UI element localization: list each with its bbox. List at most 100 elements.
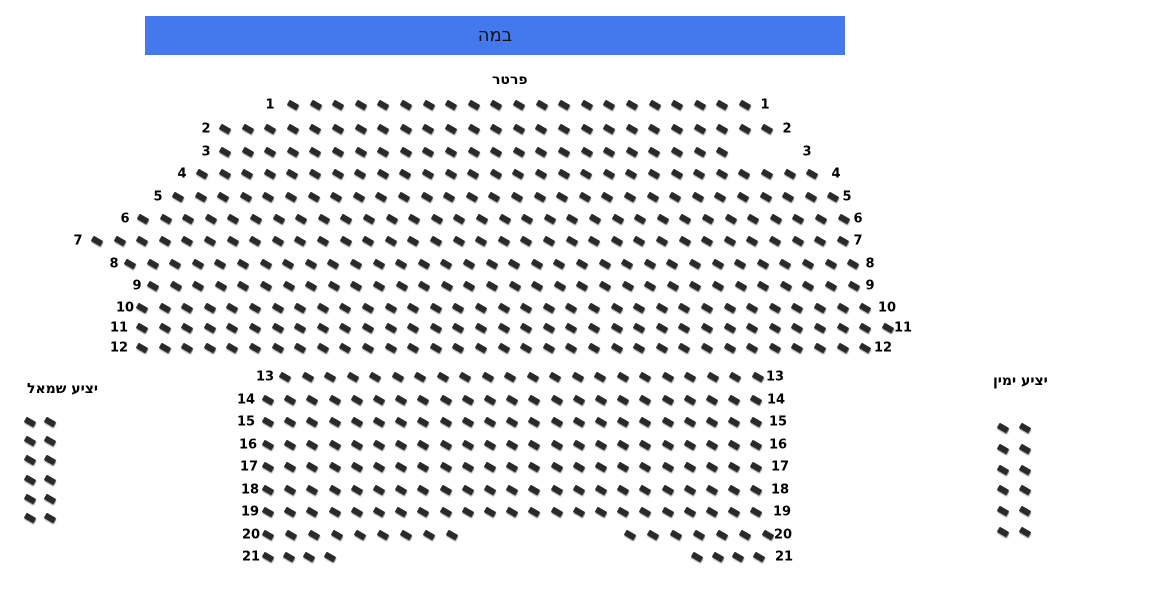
seat[interactable]: [417, 461, 430, 473]
seat[interactable]: [580, 146, 593, 158]
seat[interactable]: [203, 342, 217, 354]
seat[interactable]: [625, 146, 639, 158]
seat[interactable]: [286, 168, 299, 180]
seat[interactable]: [263, 168, 277, 180]
seat[interactable]: [461, 439, 475, 451]
seat[interactable]: [701, 213, 715, 225]
seat[interactable]: [331, 99, 345, 111]
seat[interactable]: [745, 302, 759, 314]
seat[interactable]: [715, 529, 729, 541]
seat[interactable]: [349, 258, 363, 270]
seat[interactable]: [565, 302, 578, 314]
seat[interactable]: [483, 394, 497, 406]
seat[interactable]: [620, 258, 634, 270]
seat[interactable]: [214, 258, 227, 270]
seat[interactable]: [261, 461, 275, 473]
seat[interactable]: [350, 416, 364, 428]
seat[interactable]: [483, 506, 497, 518]
seat[interactable]: [262, 191, 275, 203]
seat[interactable]: [489, 146, 503, 158]
seat[interactable]: [203, 302, 217, 314]
seat[interactable]: [575, 258, 589, 270]
seat[interactable]: [306, 394, 319, 406]
seat[interactable]: [489, 168, 503, 180]
seat[interactable]: [306, 439, 319, 451]
seat[interactable]: [520, 213, 534, 225]
seat[interactable]: [535, 146, 548, 158]
seat[interactable]: [286, 146, 300, 158]
seat[interactable]: [281, 258, 295, 270]
seat[interactable]: [690, 551, 704, 563]
seat[interactable]: [519, 322, 533, 334]
seat[interactable]: [639, 394, 652, 406]
seat[interactable]: [633, 213, 647, 225]
seat[interactable]: [700, 322, 714, 334]
seat[interactable]: [399, 146, 413, 158]
seat[interactable]: [519, 342, 533, 354]
seat[interactable]: [768, 302, 782, 314]
seat[interactable]: [813, 342, 827, 354]
seat[interactable]: [354, 146, 367, 158]
seat[interactable]: [474, 302, 488, 314]
seat[interactable]: [361, 235, 375, 247]
seat[interactable]: [723, 322, 736, 334]
seat[interactable]: [813, 322, 827, 334]
seat[interactable]: [135, 235, 149, 247]
seat[interactable]: [218, 146, 232, 158]
seat[interactable]: [587, 302, 601, 314]
seat[interactable]: [580, 99, 594, 111]
seat[interactable]: [191, 258, 205, 270]
seat[interactable]: [691, 191, 705, 203]
seat[interactable]: [632, 342, 646, 354]
seat[interactable]: [836, 322, 849, 334]
seat[interactable]: [439, 506, 452, 518]
seat[interactable]: [646, 529, 660, 541]
seat[interactable]: [588, 213, 602, 225]
seat[interactable]: [565, 235, 578, 247]
seat[interactable]: [439, 484, 452, 496]
seat[interactable]: [505, 394, 519, 406]
seat[interactable]: [700, 235, 714, 247]
seat[interactable]: [394, 416, 408, 428]
seat[interactable]: [738, 99, 752, 111]
seat[interactable]: [422, 123, 435, 135]
seat[interactable]: [439, 416, 452, 428]
seat[interactable]: [395, 280, 408, 292]
seat[interactable]: [350, 506, 364, 518]
seat[interactable]: [123, 258, 137, 270]
seat[interactable]: [394, 461, 408, 473]
seat[interactable]: [483, 439, 497, 451]
seat[interactable]: [368, 371, 382, 383]
seat[interactable]: [372, 461, 386, 473]
seat[interactable]: [661, 416, 674, 428]
seat[interactable]: [638, 371, 652, 383]
seat[interactable]: [508, 280, 521, 292]
seat-right-balcony[interactable]: [996, 443, 1010, 455]
seat[interactable]: [760, 168, 774, 180]
seat[interactable]: [304, 258, 318, 270]
seat[interactable]: [331, 146, 345, 158]
seat[interactable]: [323, 551, 336, 563]
seat[interactable]: [625, 168, 638, 180]
seat[interactable]: [497, 302, 510, 314]
seat[interactable]: [738, 123, 752, 135]
seat[interactable]: [236, 258, 250, 270]
seat[interactable]: [329, 191, 343, 203]
seat[interactable]: [307, 529, 321, 541]
seat[interactable]: [553, 280, 567, 292]
seat[interactable]: [226, 235, 239, 247]
seat[interactable]: [135, 342, 149, 354]
seat[interactable]: [756, 258, 770, 270]
seat[interactable]: [594, 416, 608, 428]
seat[interactable]: [328, 484, 341, 496]
seat[interactable]: [417, 439, 430, 451]
seat[interactable]: [656, 213, 670, 225]
seat[interactable]: [376, 123, 390, 135]
seat[interactable]: [756, 280, 770, 292]
seat[interactable]: [445, 529, 459, 541]
seat[interactable]: [171, 191, 185, 203]
seat-right-balcony[interactable]: [1018, 422, 1032, 434]
seat[interactable]: [661, 484, 674, 496]
seat[interactable]: [836, 235, 850, 247]
seat[interactable]: [639, 439, 652, 451]
